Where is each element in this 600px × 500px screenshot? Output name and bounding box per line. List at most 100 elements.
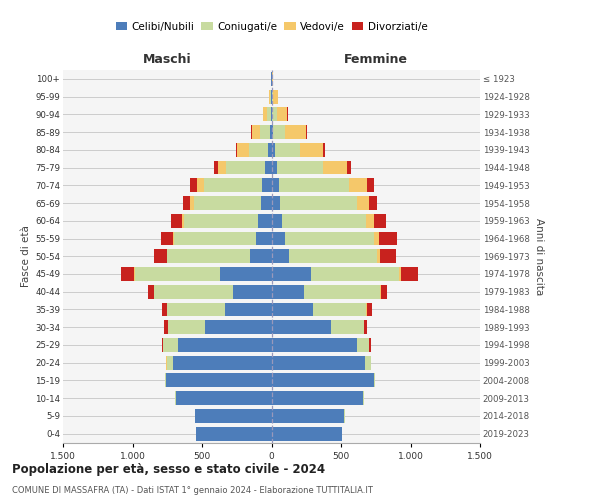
Bar — [313, 302, 366, 316]
Bar — [277, 160, 323, 174]
Bar — [194, 196, 261, 210]
Bar — [285, 232, 374, 245]
Bar — [269, 90, 270, 104]
Bar — [195, 409, 271, 423]
Bar — [271, 125, 273, 139]
Bar — [197, 178, 204, 192]
Bar — [271, 302, 313, 316]
Bar — [370, 338, 371, 352]
Bar — [286, 125, 305, 139]
Bar — [273, 125, 286, 139]
Text: Maschi: Maschi — [143, 54, 191, 66]
Bar — [250, 250, 271, 263]
Bar — [270, 125, 271, 139]
Bar — [311, 267, 400, 281]
Bar — [267, 108, 271, 122]
Bar — [271, 374, 374, 388]
Bar — [367, 178, 374, 192]
Bar — [271, 426, 341, 440]
Bar — [380, 285, 387, 298]
Text: COMUNE DI MASSAFRA (TA) - Dati ISTAT 1° gennaio 2024 - Elaborazione TUTTITALIA.I: COMUNE DI MASSAFRA (TA) - Dati ISTAT 1° … — [12, 486, 373, 495]
Bar — [289, 250, 377, 263]
Bar — [265, 160, 271, 174]
Bar — [271, 178, 279, 192]
Bar — [174, 232, 256, 245]
Bar — [173, 232, 174, 245]
Bar — [277, 108, 287, 122]
Bar — [370, 196, 377, 210]
Bar — [182, 196, 190, 210]
Bar — [148, 285, 154, 298]
Bar — [168, 320, 205, 334]
Bar — [214, 160, 218, 174]
Bar — [304, 285, 380, 298]
Bar — [272, 90, 273, 104]
Bar — [374, 232, 379, 245]
Bar — [178, 338, 271, 352]
Bar — [167, 356, 173, 370]
Bar — [270, 90, 271, 104]
Bar — [236, 143, 237, 156]
Bar — [190, 196, 194, 210]
Bar — [272, 108, 277, 122]
Bar — [271, 320, 331, 334]
Bar — [121, 267, 134, 281]
Bar — [173, 356, 271, 370]
Bar — [165, 374, 166, 388]
Bar — [357, 338, 369, 352]
Bar — [273, 90, 278, 104]
Bar — [272, 72, 273, 86]
Bar — [260, 125, 270, 139]
Bar — [271, 250, 289, 263]
Bar — [262, 178, 271, 192]
Text: Popolazione per età, sesso e stato civile - 2024: Popolazione per età, sesso e stato civil… — [12, 462, 325, 475]
Bar — [256, 232, 271, 245]
Bar — [365, 356, 371, 370]
Bar — [271, 160, 277, 174]
Bar — [218, 160, 226, 174]
Bar — [271, 196, 280, 210]
Bar — [154, 250, 167, 263]
Bar — [176, 391, 271, 405]
Bar — [161, 232, 173, 245]
Bar — [366, 214, 374, 228]
Bar — [364, 320, 367, 334]
Bar — [271, 214, 282, 228]
Bar — [331, 320, 364, 334]
Bar — [305, 125, 307, 139]
Bar — [154, 285, 233, 298]
Bar — [377, 250, 380, 263]
Bar — [379, 232, 397, 245]
Y-axis label: Fasce di età: Fasce di età — [21, 226, 31, 287]
Bar — [249, 143, 268, 156]
Bar — [271, 232, 285, 245]
Bar — [271, 409, 344, 423]
Bar — [323, 143, 325, 156]
Bar — [400, 267, 401, 281]
Bar — [252, 125, 260, 139]
Bar — [271, 267, 311, 281]
Bar — [167, 250, 250, 263]
Bar — [401, 267, 418, 281]
Bar — [347, 160, 351, 174]
Bar — [275, 143, 300, 156]
Bar — [300, 143, 323, 156]
Bar — [271, 143, 275, 156]
Bar — [162, 302, 167, 316]
Bar — [282, 214, 366, 228]
Bar — [349, 178, 367, 192]
Bar — [225, 302, 271, 316]
Bar — [166, 374, 271, 388]
Bar — [184, 214, 258, 228]
Bar — [237, 143, 249, 156]
Bar — [204, 178, 262, 192]
Bar — [271, 338, 357, 352]
Bar — [226, 160, 265, 174]
Bar — [190, 178, 197, 192]
Bar — [271, 285, 304, 298]
Bar — [279, 178, 349, 192]
Bar — [134, 267, 220, 281]
Bar — [367, 302, 372, 316]
Bar — [380, 250, 396, 263]
Legend: Celibi/Nubili, Coniugati/e, Vedovi/e, Divorziati/e: Celibi/Nubili, Coniugati/e, Vedovi/e, Di… — [112, 18, 431, 36]
